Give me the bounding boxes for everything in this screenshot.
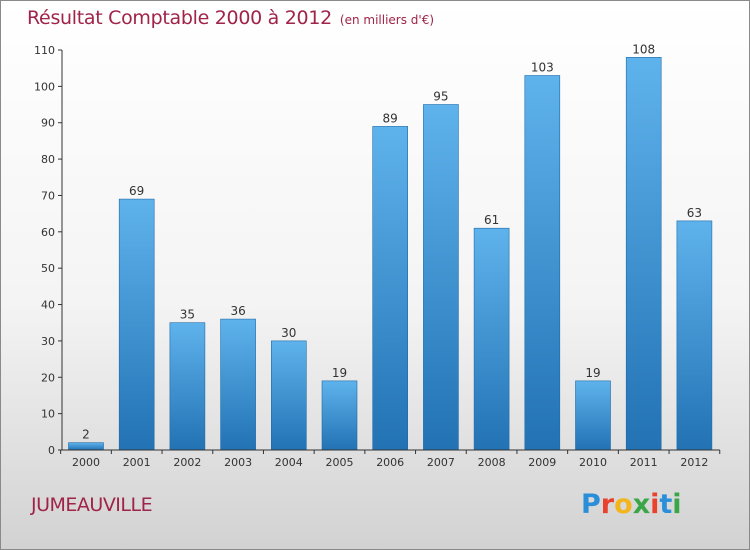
bar-2003 bbox=[220, 318, 256, 451]
brand-logo: Proxiti bbox=[581, 489, 682, 520]
x-tick-label-2009: 2009 bbox=[528, 456, 556, 469]
y-tick-label-60: 60 bbox=[41, 226, 55, 239]
brand-letter: o bbox=[614, 489, 633, 520]
y-tick-label-90: 90 bbox=[41, 117, 55, 130]
data-label-2005: 19 bbox=[332, 366, 347, 380]
x-tick-label-2007: 2007 bbox=[427, 456, 455, 469]
bar-2004 bbox=[270, 340, 307, 451]
brand-letter: i bbox=[672, 489, 682, 520]
x-tick-label-2008: 2008 bbox=[478, 456, 506, 469]
bars-layer bbox=[68, 56, 713, 451]
bar-2011 bbox=[625, 56, 662, 451]
data-label-2011: 108 bbox=[632, 42, 655, 56]
brand-letter: r bbox=[600, 489, 615, 520]
commune-name: JUMEAUVILLE bbox=[31, 494, 153, 516]
data-label-2007: 95 bbox=[433, 90, 448, 104]
y-tick-label-70: 70 bbox=[41, 189, 55, 202]
y-tick-label-100: 100 bbox=[34, 80, 55, 93]
x-tick-label-2001: 2001 bbox=[123, 456, 151, 469]
bar-2008 bbox=[473, 227, 510, 451]
data-label-2004: 30 bbox=[281, 326, 296, 340]
y-tick-label-30: 30 bbox=[41, 335, 55, 348]
y-tick-label-20: 20 bbox=[41, 371, 55, 384]
data-label-2003: 36 bbox=[230, 304, 245, 318]
y-tick-label-40: 40 bbox=[41, 299, 55, 312]
data-label-2002: 35 bbox=[180, 308, 195, 322]
y-tick-label-80: 80 bbox=[41, 153, 55, 166]
bar-2009 bbox=[524, 75, 561, 451]
chart-subtitle: (en milliers d'€) bbox=[339, 13, 435, 27]
data-label-2001: 69 bbox=[129, 184, 144, 198]
data-label-2008: 61 bbox=[484, 213, 499, 227]
x-tick-label-2002: 2002 bbox=[173, 456, 201, 469]
x-tick-label-2003: 2003 bbox=[224, 456, 252, 469]
x-tick-label-2012: 2012 bbox=[680, 456, 708, 469]
bar-2000 bbox=[68, 442, 104, 451]
data-label-2009: 103 bbox=[531, 61, 554, 75]
chart-title: Résultat Comptable 2000 à 2012 bbox=[27, 7, 332, 29]
bar-2005 bbox=[321, 380, 358, 451]
brand-letter: x bbox=[632, 489, 651, 520]
x-tick-label-2004: 2004 bbox=[275, 456, 303, 469]
data-label-2000: 2 bbox=[82, 428, 90, 442]
y-tick-label-10: 10 bbox=[41, 408, 55, 421]
bar-2010 bbox=[575, 380, 611, 451]
axes-layer: 0 10 20 30 40 50 60 70 80 90 100 110 2000 2001 2002 200… bbox=[34, 44, 721, 469]
brand-letter: P bbox=[581, 489, 601, 520]
data-label-2010: 19 bbox=[585, 366, 600, 380]
data-label-2006: 89 bbox=[383, 111, 398, 125]
x-tick-label-2011: 2011 bbox=[630, 456, 658, 469]
x-tick-label-2006: 2006 bbox=[376, 456, 404, 469]
y-tick-label-0: 0 bbox=[48, 444, 55, 457]
x-tick-label-2010: 2010 bbox=[579, 456, 607, 469]
labels-layer: 2 69 35 36 30 19 89 95 61 103 19 108 63 bbox=[82, 42, 702, 441]
y-tick-label-110: 110 bbox=[34, 44, 55, 57]
x-tick-label-2005: 2005 bbox=[326, 456, 354, 469]
x-tick-label-2000: 2000 bbox=[72, 456, 100, 469]
title-row: Résultat Comptable 2000 à 2012 (en millie… bbox=[27, 7, 434, 29]
bar-2012 bbox=[676, 220, 713, 451]
data-label-2012: 63 bbox=[687, 206, 702, 220]
brand-letter: t bbox=[659, 489, 673, 520]
bar-2002 bbox=[169, 322, 206, 451]
bar-2007 bbox=[423, 104, 459, 451]
bar-2006 bbox=[372, 126, 409, 451]
brand-letter: i bbox=[650, 489, 660, 520]
y-tick-label-50: 50 bbox=[41, 262, 55, 275]
bar-2001 bbox=[118, 198, 155, 451]
